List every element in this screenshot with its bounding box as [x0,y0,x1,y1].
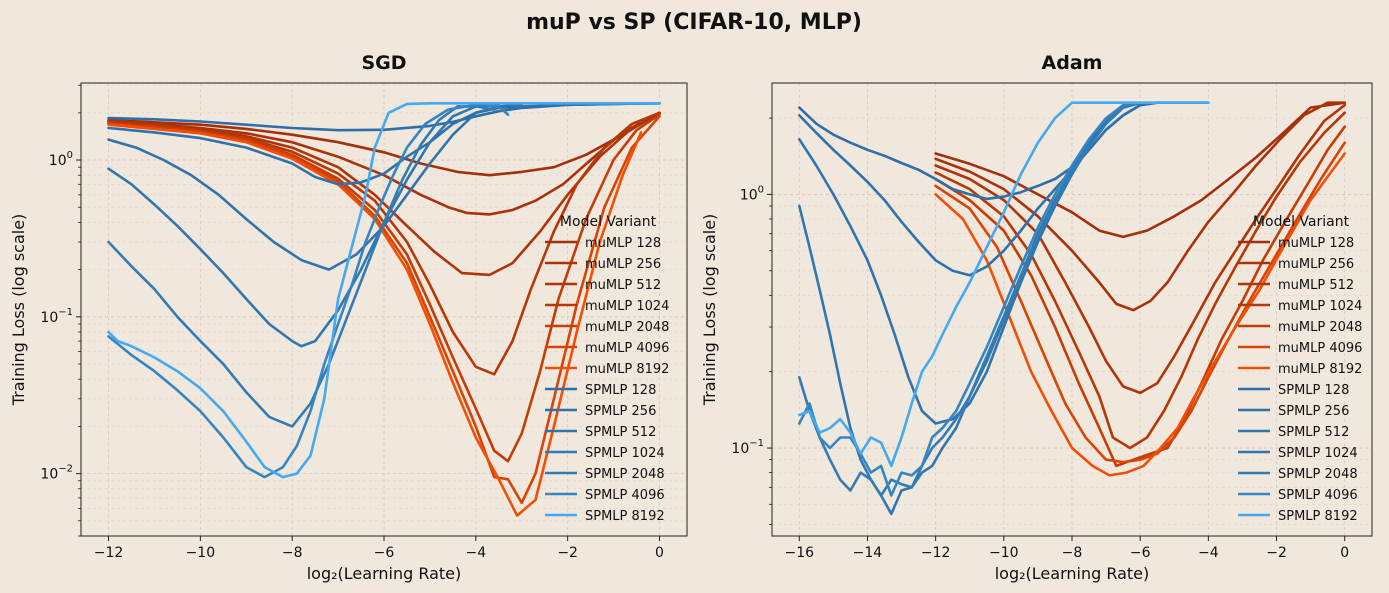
legend-label: muMLP 8192 [1278,362,1362,377]
legend-label: SPMLP 1024 [585,446,665,461]
series-line-spmlp-4096 [797,101,1142,497]
legend-label: muMLP 512 [1278,278,1354,293]
series-group [107,102,661,517]
series-line-mumlp-128 [934,101,1346,239]
legend-label: muMLP 2048 [585,320,669,335]
x-tick-label: −12 [94,545,124,561]
series-line-spmlp-8192 [107,102,661,479]
legend-label: SPMLP 1024 [1278,446,1358,461]
legend-label: muMLP 256 [585,257,661,272]
y-tick-label: 100 [740,184,764,203]
y-tick-label: 100 [49,150,73,169]
legend: Model Variant muMLP 128 muMLP 256 muMLP 512… [545,214,669,524]
legend-label: muMLP 4096 [585,341,669,356]
legend-label: muMLP 2048 [1278,320,1362,335]
series-line-spmlp-512 [107,103,524,271]
x-tick-label: −6 [374,545,395,561]
series-line-mumlp-4096 [107,115,661,505]
x-tick-label: −8 [282,545,303,561]
legend-label: SPMLP 8192 [1278,509,1358,524]
series-line-mumlp-1024 [107,111,661,376]
legend-label: SPMLP 256 [1278,404,1349,419]
x-axis-label: log₂(Learning Rate) [307,564,462,583]
series-line-mumlp-4096 [934,141,1346,464]
legend-label: muMLP 1024 [1278,299,1362,314]
series-line-spmlp-4096 [107,103,510,479]
legend-label: muMLP 256 [1278,257,1354,272]
legend-label: SPMLP 256 [585,404,656,419]
legend-label: SPMLP 2048 [1278,467,1358,482]
series-line-mumlp-256 [934,101,1346,312]
series-line-spmlp-256 [797,101,1159,277]
x-tick-label: −8 [1062,545,1083,561]
sgd-title: SGD [361,52,406,74]
series-line-spmlp-256 [107,102,661,186]
legend-label: muMLP 128 [1278,236,1354,251]
legend-label: SPMLP 4096 [585,488,665,503]
adam-panel: −16 −14 −12 −10 −8 −6 −4 −2 0 10−1 100 Adam log₂(Lea… [700,52,1373,583]
series-line-mumlp-8192 [934,152,1346,477]
legend-label: SPMLP 4096 [1278,488,1358,503]
x-tick-label: −2 [1266,545,1287,561]
legend-title: Model Variant [560,214,657,230]
legend-label: SPMLP 2048 [585,467,665,482]
legend-label: SPMLP 512 [1278,425,1349,440]
legend-title: Model Variant [1253,214,1350,230]
series-line-mumlp-1024 [934,111,1346,450]
x-tick-label: −2 [557,545,578,561]
series-line-mumlp-128 [107,111,661,177]
legend: Model Variant muMLP 128 muMLP 256 muMLP 512… [1238,214,1362,524]
series-line-spmlp-1024 [797,101,1142,516]
legend-label: SPMLP 128 [585,383,656,398]
plot-area [81,83,687,536]
y-tick-label: 10−2 [40,464,73,483]
x-tick-label: −10 [186,545,216,561]
plot-area [772,83,1372,536]
x-tick-label: 0 [655,545,664,561]
x-tick-label: −4 [1198,545,1219,561]
x-tick-label: −6 [1130,545,1151,561]
y-tick-label: 10−1 [40,307,73,326]
x-tick-label: 0 [1340,545,1349,561]
y-tick-label: 10−1 [731,438,764,457]
legend-label: SPMLP 8192 [585,509,665,524]
series-line-spmlp-8192 [797,101,1210,468]
series-group [797,101,1346,516]
adam-title: Adam [1042,52,1103,74]
legend-label: SPMLP 512 [585,425,656,440]
series-line-spmlp-2048 [797,101,1142,497]
legend-label: muMLP 128 [585,236,661,251]
legend-label: muMLP 8192 [585,362,669,377]
legend-label: muMLP 512 [585,278,661,293]
y-axis-label: Training Loss (log scale) [700,214,719,407]
x-tick-label: −4 [465,545,486,561]
series-line-mumlp-8192 [107,123,643,517]
series-line-spmlp-1024 [107,103,501,348]
x-tick-label: −14 [853,545,883,561]
legend-label: muMLP 1024 [585,299,669,314]
x-tick-label: −16 [784,545,814,561]
legend-label: SPMLP 128 [1278,383,1349,398]
series-line-mumlp-256 [107,111,661,216]
figure-title: muP vs SP (CIFAR-10, MLP) [526,10,862,35]
sgd-panel: −12 −10 −8 −6 −4 −2 0 10−2 10−1 100 SGD log₂(Learni… [9,52,688,583]
legend-label: muMLP 4096 [1278,341,1362,356]
x-axis-label: log₂(Learning Rate) [995,564,1150,583]
x-tick-label: −10 [989,545,1019,561]
x-tick-label: −12 [921,545,951,561]
y-axis-label: Training Loss (log scale) [9,214,28,407]
